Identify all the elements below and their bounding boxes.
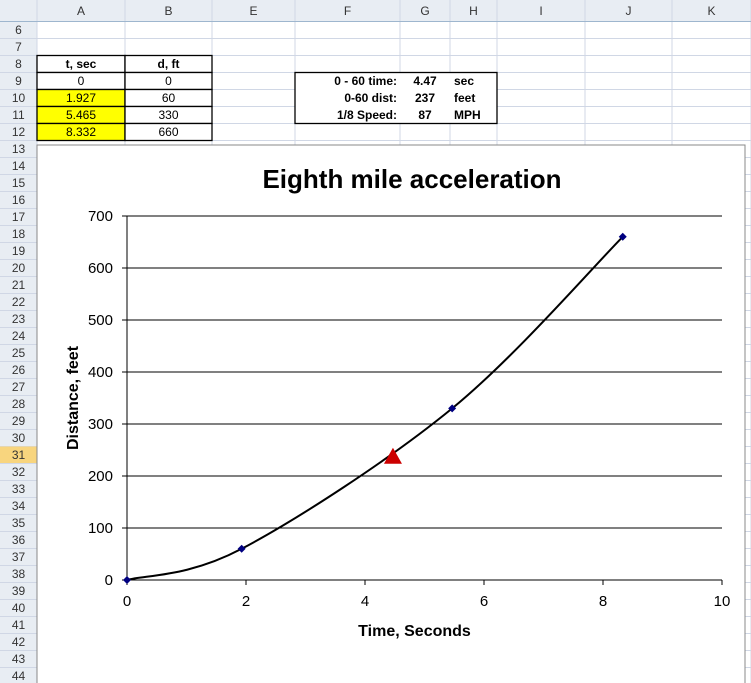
y-tick-label: 200	[88, 468, 113, 485]
row-number: 26	[12, 363, 26, 377]
column-letter: G	[420, 4, 429, 18]
row-number: 39	[12, 584, 26, 598]
row-number: 24	[12, 329, 26, 343]
summary-unit: feet	[454, 91, 475, 105]
row-header-bar	[0, 0, 37, 683]
row-number: 28	[12, 397, 26, 411]
table-text: 0	[165, 74, 172, 88]
row-number: 15	[12, 176, 26, 190]
chart-title: Eighth mile acceleration	[262, 164, 561, 194]
data-point	[448, 404, 457, 413]
x-tick-label: 8	[599, 593, 607, 610]
row-number: 10	[12, 91, 26, 105]
data-point	[618, 232, 627, 241]
summary-box	[294, 71, 498, 125]
data-point	[123, 576, 131, 584]
column-letter: A	[77, 4, 85, 18]
summary-label: 1/8 Speed:	[337, 108, 397, 122]
table-text: 330	[158, 108, 178, 122]
table-text: 1.927	[66, 91, 96, 105]
x-tick-label: 0	[123, 593, 131, 610]
row-number: 25	[12, 346, 26, 360]
row-number: 9	[15, 74, 22, 88]
row-number: 8	[15, 57, 22, 71]
row-number: 31	[12, 448, 26, 462]
row-number: 34	[12, 499, 26, 513]
column-letter: B	[164, 4, 172, 18]
column-letter: H	[469, 4, 478, 18]
y-tick-label: 400	[88, 364, 113, 381]
column-letter: E	[249, 4, 257, 18]
y-tick-label: 100	[88, 520, 113, 537]
row-number: 27	[12, 380, 26, 394]
summary-value: 237	[415, 91, 435, 105]
table-text: 0	[78, 74, 85, 88]
summary-label: 0 - 60 time:	[334, 74, 397, 88]
series-line	[126, 236, 624, 581]
table-text: 60	[162, 91, 176, 105]
row-number: 14	[12, 159, 26, 173]
y-tick-label: 0	[105, 572, 113, 589]
row-number: 42	[12, 635, 26, 649]
row-number: 29	[12, 414, 26, 428]
table-text: 8.332	[66, 125, 96, 139]
row-number: 20	[12, 261, 26, 275]
x-tick-label: 2	[242, 593, 250, 610]
row-number: 33	[12, 482, 26, 496]
active-row-header	[0, 446, 37, 464]
row-number: 41	[12, 618, 26, 632]
table-text: d, ft	[158, 57, 180, 71]
table-cell	[124, 122, 213, 142]
summary-value: 4.47	[413, 74, 437, 88]
chart: Eighth mile acceleration0100200300400500…	[36, 144, 746, 683]
column-letter: K	[707, 4, 715, 18]
row-number: 40	[12, 601, 26, 615]
x-tick-label: 10	[714, 593, 731, 610]
y-tick-label: 600	[88, 260, 113, 277]
row-number: 18	[12, 227, 26, 241]
summary-unit: sec	[454, 74, 474, 88]
data-point	[383, 447, 402, 464]
x-tick-label: 6	[480, 593, 488, 610]
summary-value: 87	[418, 108, 432, 122]
y-tick-label: 500	[88, 312, 113, 329]
row-number: 37	[12, 550, 26, 564]
row-number: 38	[12, 567, 26, 581]
table-text: t, sec	[66, 57, 97, 71]
row-number: 6	[15, 23, 22, 37]
row-number: 11	[12, 108, 25, 122]
summary-label: 0-60 dist:	[344, 91, 397, 105]
table-text: 5.465	[66, 108, 96, 122]
row-number: 23	[12, 312, 26, 326]
column-letter: F	[344, 4, 351, 18]
row-number: 17	[12, 210, 26, 224]
row-number: 12	[12, 125, 26, 139]
column-letter: J	[626, 4, 632, 18]
column-letter: I	[539, 4, 542, 18]
y-tick-label: 300	[88, 416, 113, 433]
y-axis-label: Distance, feet	[65, 345, 82, 450]
summary-unit: MPH	[454, 108, 481, 122]
row-number: 22	[12, 295, 26, 309]
x-tick-label: 4	[361, 593, 369, 610]
chart-area	[36, 144, 746, 683]
row-number: 7	[15, 40, 22, 54]
row-number: 44	[12, 669, 26, 683]
row-number: 36	[12, 533, 26, 547]
data-point	[237, 544, 246, 553]
row-number: 32	[12, 465, 26, 479]
row-number: 16	[12, 193, 26, 207]
x-axis-label: Time, Seconds	[358, 623, 471, 640]
row-number: 35	[12, 516, 26, 530]
row-number: 19	[12, 244, 26, 258]
row-number: 43	[12, 652, 26, 666]
column-header-bar	[0, 0, 751, 22]
row-number: 13	[12, 142, 26, 156]
y-tick-label: 700	[88, 208, 113, 225]
table-text: 660	[158, 125, 178, 139]
row-number: 21	[12, 278, 26, 292]
row-number: 30	[12, 431, 26, 445]
